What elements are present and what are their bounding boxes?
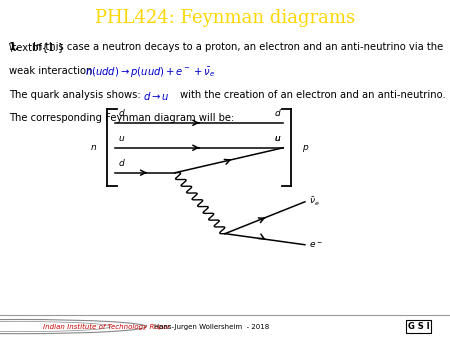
Text: u: u <box>118 134 124 143</box>
Text: PHL424: Feynman diagrams: PHL424: Feynman diagrams <box>95 9 355 27</box>
Text: d: d <box>274 109 280 118</box>
Text: 1.: 1. <box>9 43 20 52</box>
Text: with the creation of an electron and an anti-neutrino.: with the creation of an electron and an … <box>180 90 446 99</box>
Text: n: n <box>90 143 96 152</box>
Text: $\bar{\nu}_e$: $\bar{\nu}_e$ <box>309 196 320 208</box>
Text: d: d <box>118 109 124 118</box>
Text: weak interaction.: weak interaction. <box>9 66 99 76</box>
Text: p: p <box>302 143 308 152</box>
Text: Indian Institute of Technology Ropar: Indian Institute of Technology Ropar <box>43 323 170 330</box>
Text: d: d <box>118 159 124 168</box>
Text: In this case a neutron decays to a proton, an electron and an anti-neutrino via : In this case a neutron decays to a proto… <box>33 43 443 52</box>
Text: Hans-Jurgen Wollersheim  - 2018: Hans-Jurgen Wollersheim - 2018 <box>154 323 269 330</box>
Text: The corresponding Feynman diagram will be:: The corresponding Feynman diagram will b… <box>9 113 234 123</box>
Text: $d \rightarrow u$: $d \rightarrow u$ <box>143 90 170 101</box>
Text: \textbf{1.}: \textbf{1.} <box>9 43 64 52</box>
Text: G S I: G S I <box>408 322 429 331</box>
Text: The quark analysis shows:: The quark analysis shows: <box>9 90 144 99</box>
Text: u: u <box>274 134 280 143</box>
Text: $e^-$: $e^-$ <box>309 240 323 249</box>
Text: u: u <box>274 134 280 143</box>
Text: $n(udd) \rightarrow p(uud) + e^- + \bar{\nu}_e$: $n(udd) \rightarrow p(uud) + e^- + \bar{… <box>85 66 215 80</box>
